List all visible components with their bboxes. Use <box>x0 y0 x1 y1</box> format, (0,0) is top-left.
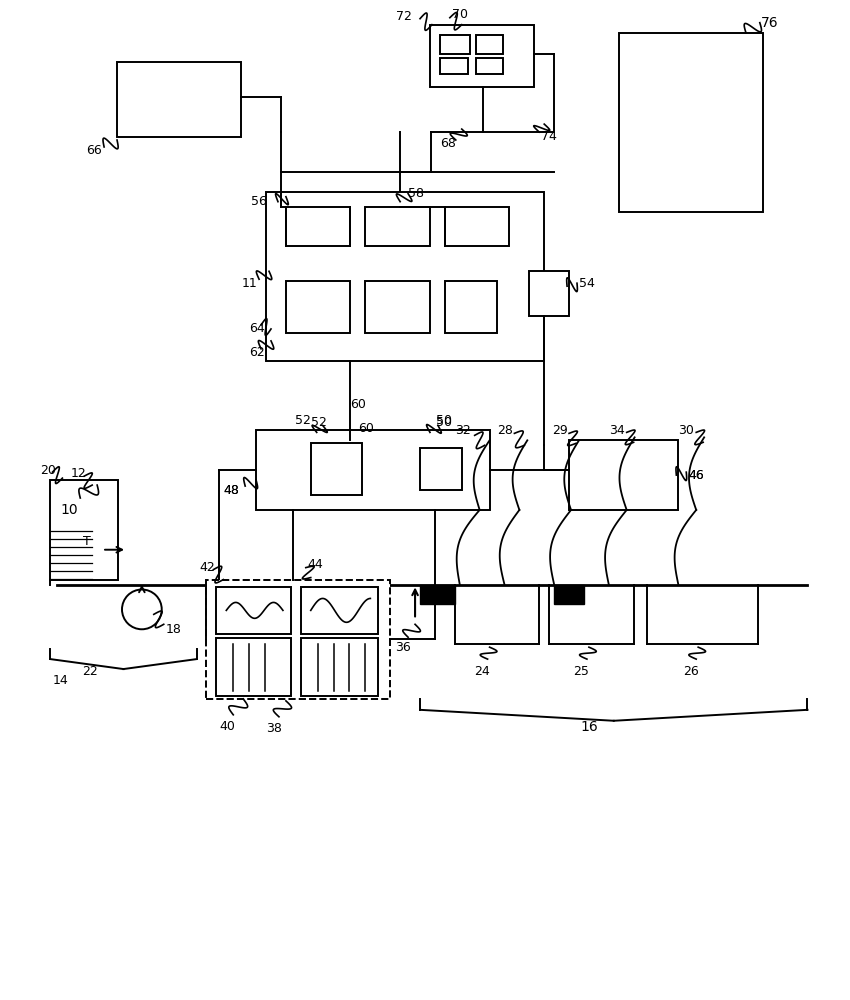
Bar <box>266 192 544 361</box>
Bar <box>217 587 291 634</box>
Bar <box>445 281 496 333</box>
Text: 68: 68 <box>440 137 456 150</box>
Text: 60: 60 <box>359 422 374 435</box>
Text: 70: 70 <box>452 8 468 21</box>
Bar <box>476 58 503 74</box>
Text: 76: 76 <box>761 16 779 30</box>
Text: 50: 50 <box>436 414 452 427</box>
Text: 11: 11 <box>241 277 257 290</box>
Text: 32: 32 <box>455 424 471 437</box>
Text: 12: 12 <box>71 467 86 480</box>
Text: 16: 16 <box>580 720 598 734</box>
Bar <box>440 35 470 54</box>
Text: 56: 56 <box>251 195 267 208</box>
Bar <box>207 580 390 699</box>
Text: 46: 46 <box>688 469 704 482</box>
Text: 34: 34 <box>609 424 625 437</box>
Text: 62: 62 <box>249 346 265 359</box>
Text: 42: 42 <box>200 561 215 574</box>
Text: 38: 38 <box>266 722 282 735</box>
Text: T: T <box>83 535 91 548</box>
Text: 52: 52 <box>295 414 311 427</box>
Bar <box>117 62 241 137</box>
Text: 30: 30 <box>678 424 694 437</box>
Text: 14: 14 <box>53 674 68 687</box>
Polygon shape <box>554 585 584 604</box>
Text: 50: 50 <box>436 416 452 429</box>
Text: 46: 46 <box>688 469 704 482</box>
Text: 52: 52 <box>311 416 326 429</box>
Text: 29: 29 <box>552 424 568 437</box>
Bar <box>301 587 378 634</box>
Text: 44: 44 <box>308 558 324 571</box>
Bar <box>420 448 462 490</box>
Bar <box>286 207 350 246</box>
Bar <box>619 33 762 212</box>
Text: 22: 22 <box>82 665 98 678</box>
Text: 28: 28 <box>497 424 513 437</box>
Circle shape <box>122 589 162 629</box>
Text: 66: 66 <box>86 144 102 157</box>
Bar <box>50 480 118 580</box>
Bar <box>311 443 362 495</box>
Bar <box>217 638 291 696</box>
Bar <box>286 281 350 333</box>
Text: 74: 74 <box>541 130 557 143</box>
Text: 64: 64 <box>249 322 265 335</box>
Bar <box>569 440 678 510</box>
Bar <box>301 638 378 696</box>
Bar <box>366 207 430 246</box>
Text: 40: 40 <box>219 720 235 733</box>
Text: 58: 58 <box>408 187 424 200</box>
Text: 20: 20 <box>41 464 56 477</box>
Bar <box>440 58 468 74</box>
Text: 25: 25 <box>573 665 589 678</box>
Text: 18: 18 <box>166 623 182 636</box>
Text: 24: 24 <box>473 665 490 678</box>
Text: 72: 72 <box>396 10 412 23</box>
Bar <box>366 281 430 333</box>
Bar <box>445 207 509 246</box>
Text: 48: 48 <box>224 484 239 497</box>
Polygon shape <box>420 585 455 604</box>
Bar <box>476 35 503 54</box>
Text: 48: 48 <box>224 484 239 497</box>
Text: 26: 26 <box>683 665 699 678</box>
Text: 10: 10 <box>60 503 78 517</box>
Text: 60: 60 <box>350 398 366 411</box>
Text: 54: 54 <box>579 277 595 290</box>
Bar <box>256 430 490 510</box>
Text: 36: 36 <box>395 641 411 654</box>
Bar <box>530 271 569 316</box>
Bar <box>430 25 535 87</box>
